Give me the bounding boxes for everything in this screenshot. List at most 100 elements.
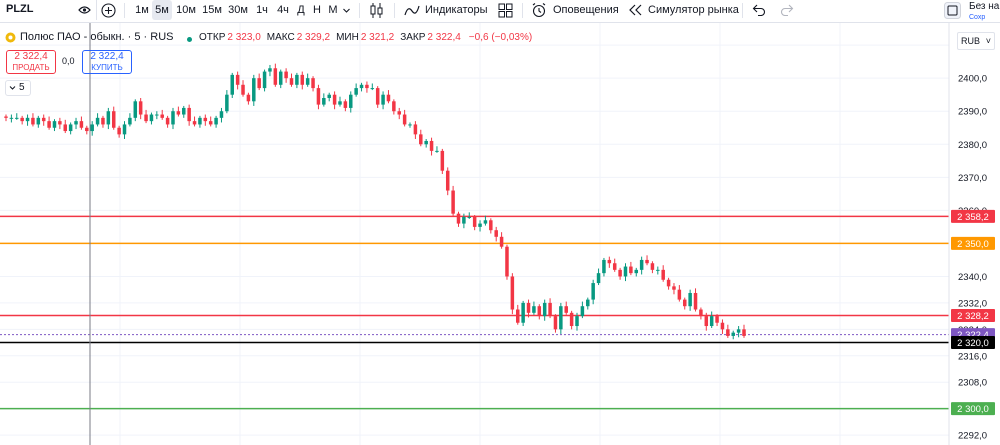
indicators-toggle[interactable]: 5 — [5, 80, 31, 96]
chevron-down-icon[interactable] — [342, 6, 351, 15]
top-toolbar: PLZL 1м 5м 10м 15м 30м 1ч 4ч Д Н М Индик… — [0, 0, 1000, 23]
series-title[interactable]: Полюс ПАО - обыкн. · 5 · RUS — [20, 31, 174, 43]
candle-body — [623, 266, 628, 277]
redo-icon[interactable] — [780, 3, 794, 16]
candle-body — [257, 78, 261, 89]
candle-body — [128, 117, 132, 125]
alerts-button[interactable]: Оповещения — [553, 4, 619, 16]
interval-1h[interactable]: 1ч — [256, 4, 268, 16]
candle-body — [230, 74, 234, 95]
candle-body — [386, 94, 391, 102]
high-value: 2 329,2 — [296, 32, 331, 43]
candle-body — [656, 269, 660, 271]
candle-body — [246, 94, 251, 102]
candle-body — [645, 259, 649, 264]
change-value: −0,6 (−0,03%) — [468, 32, 533, 43]
candle-body — [117, 127, 121, 135]
candle-body — [20, 117, 24, 122]
candle-body — [122, 124, 127, 135]
candle-body — [499, 236, 504, 247]
candle-body — [602, 259, 606, 274]
candle-body — [4, 116, 8, 118]
interval-day[interactable]: Д — [297, 4, 305, 16]
candle-body — [208, 121, 213, 125]
interval-4h[interactable]: 4ч — [277, 4, 289, 16]
candle-body — [149, 114, 154, 122]
candle-body — [327, 94, 331, 99]
candle-body — [332, 94, 337, 105]
rewind-icon[interactable] — [628, 4, 642, 16]
candle-body — [133, 101, 138, 118]
price-tick-label: 2380,0 — [958, 140, 987, 151]
series-logo-icon — [5, 32, 16, 43]
interval-week[interactable]: Н — [313, 4, 321, 16]
currency-selector[interactable]: RUB ˅ — [957, 32, 995, 50]
price-tick-label: 2316,0 — [958, 351, 987, 362]
price-tick-label: 2292,0 — [958, 431, 987, 442]
level-price-label: 2 358,2 — [957, 212, 989, 223]
close-label: ЗАКР — [400, 32, 426, 43]
symbol-search[interactable]: PLZL — [0, 0, 97, 20]
indicators-button[interactable]: Индикаторы — [425, 4, 488, 16]
candle-body — [462, 216, 466, 224]
candle-body — [9, 117, 14, 119]
candle-body — [278, 71, 283, 85]
candle-body — [677, 289, 682, 300]
candle-body — [305, 78, 310, 85]
low-label: МИН — [336, 32, 359, 43]
candle-body — [322, 98, 326, 105]
add-symbol-icon[interactable] — [101, 3, 116, 18]
interval-month[interactable]: М — [328, 4, 338, 16]
layout-name-label[interactable]: Без на — [969, 1, 1000, 12]
interval-15m[interactable]: 15м — [202, 4, 222, 16]
candle-body — [424, 140, 428, 145]
level-price-tag — [951, 402, 995, 416]
candle-body — [289, 78, 294, 85]
layout-name-icon[interactable] — [944, 2, 961, 19]
candles-chart-type-icon[interactable] — [369, 2, 385, 19]
candle-body — [262, 71, 267, 89]
interval-5m[interactable]: 5м — [152, 0, 172, 20]
candle-body — [596, 273, 601, 284]
buy-button[interactable]: 2 322,4 КУПИТЬ — [82, 50, 132, 74]
candle-body — [106, 111, 111, 125]
price-tick-label: 2390,0 — [958, 107, 987, 118]
alarm-clock-icon[interactable] — [531, 2, 547, 18]
candle-body — [435, 150, 439, 152]
candle-body — [295, 74, 299, 85]
candle-body — [381, 94, 385, 105]
candle-body — [63, 124, 68, 132]
interval-1m[interactable]: 1м — [135, 4, 149, 16]
candle-body — [225, 94, 229, 112]
candle-body — [182, 107, 186, 115]
candle-body — [235, 74, 240, 85]
candle-body — [365, 84, 369, 89]
indicators-icon[interactable] — [404, 3, 420, 18]
candle-body — [736, 329, 741, 333]
candle-body — [661, 269, 665, 280]
candle-body — [370, 88, 375, 90]
layouts-icon[interactable] — [498, 3, 513, 18]
level-price-label: 2 320,0 — [957, 338, 989, 349]
candle-body — [252, 78, 256, 102]
sell-button[interactable]: 2 322,4 ПРОДАТЬ — [6, 50, 56, 74]
flag-icon — [78, 6, 91, 14]
candle-body — [284, 71, 288, 79]
candle-body — [526, 302, 531, 313]
replay-button[interactable]: Симулятор рынка — [648, 4, 739, 16]
candle-body — [68, 124, 73, 132]
price-tick-label: 2400,0 — [958, 74, 987, 85]
candle-body — [85, 127, 89, 132]
horizontal-levels — [0, 215, 949, 410]
candle-body — [742, 329, 746, 336]
interval-30m[interactable]: 30м — [228, 4, 248, 16]
candle-body — [74, 121, 78, 125]
undo-icon[interactable] — [752, 3, 766, 16]
candle-body — [618, 269, 622, 277]
candle-body — [682, 299, 687, 307]
candle-body — [171, 111, 175, 125]
candle-body — [731, 332, 735, 336]
candle-body — [198, 117, 202, 125]
interval-10m[interactable]: 10м — [176, 4, 196, 16]
